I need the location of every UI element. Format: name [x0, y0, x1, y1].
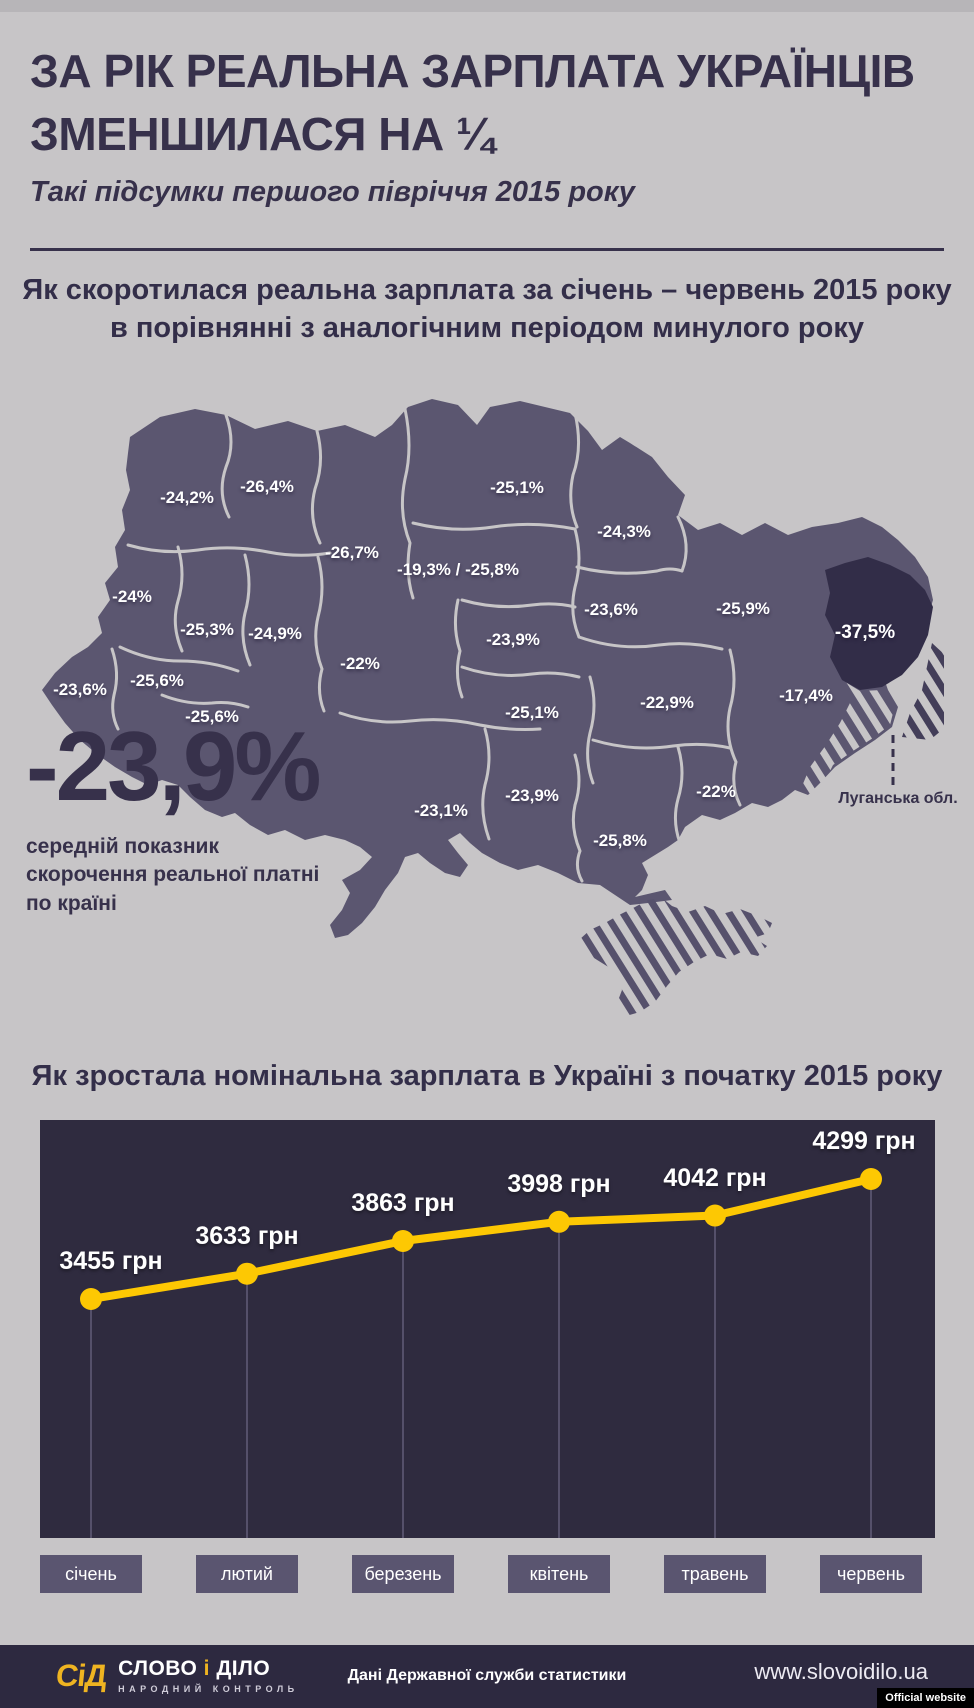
map-heading-line-2: в порівнянні з аналогічним періодом мину… — [110, 311, 864, 344]
region-label: -22% — [340, 654, 380, 673]
salary-line — [87, 1175, 875, 1303]
region-label: -26,4% — [240, 477, 294, 496]
region-label: -23,1% — [414, 801, 468, 820]
region-label: -25,6% — [130, 671, 184, 690]
logo-title: СЛОВО і ДІЛО — [118, 1657, 299, 1681]
region-label: -24,2% — [160, 488, 214, 507]
logo-word-1: СЛОВО — [118, 1657, 198, 1680]
point-value-label: 3633 грн — [195, 1221, 299, 1250]
data-point — [236, 1262, 258, 1285]
region-label: -25,8% — [593, 831, 647, 850]
region-label: -25,1% — [490, 478, 544, 497]
region-label: -25,3% — [180, 620, 234, 639]
data-point — [704, 1204, 726, 1227]
region-label: -23,9% — [486, 630, 540, 649]
region-label: -25,6% — [185, 707, 239, 726]
average-block: -23,9% середній показник скорочення реал… — [26, 710, 356, 918]
region-label: -37,5% — [834, 622, 896, 643]
occupied-area-hatch-inner — [800, 680, 895, 795]
data-point — [548, 1210, 570, 1233]
region-label: -24,3% — [597, 522, 651, 541]
month-axis: січень лютий березень квітень травень червень — [40, 1555, 935, 1595]
region-label: -23,6% — [53, 680, 107, 699]
point-value-label: 3998 грн — [507, 1169, 611, 1198]
data-point — [80, 1288, 102, 1310]
ukraine-map: -24,2% -26,4% -26,7% -19,3% / -25,8% -25,1% -… — [30, 395, 958, 1095]
region-label: -22,9% — [640, 693, 694, 712]
point-value-label: 3863 грн — [351, 1188, 455, 1217]
point-value-label: 3455 грн — [59, 1247, 163, 1275]
salary-line-chart-svg — [80, 1168, 882, 1538]
region-label: -22% — [696, 782, 736, 801]
logo-tagline: НАРОДНИЙ КОНТРОЛЬ — [118, 1684, 299, 1694]
region-label: -23,9% — [505, 786, 559, 805]
page-title-line-1: ЗА РІК РЕАЛЬНА ЗАРПЛАТА УКРАЇНЦІВ — [30, 45, 915, 97]
oblast-borders — [110, 407, 742, 883]
ukraine-outline — [42, 399, 933, 938]
luhansk-callout-label: Луганська обл. — [838, 790, 958, 807]
official-website-badge: Official website — [877, 1688, 974, 1708]
map-heading-line-1: Як скоротилася реальна зарплата за січен… — [22, 274, 952, 306]
website-link[interactable]: www.slovoidilo.ua — [754, 1659, 928, 1684]
point-value-label: 4299 грн — [812, 1127, 916, 1155]
month-label: лютий — [196, 1555, 298, 1593]
month-label: січень — [40, 1555, 142, 1593]
logo-word-3: ДІЛО — [216, 1657, 271, 1680]
region-label: -25,9% — [716, 599, 770, 618]
region-label: -17,4% — [779, 686, 833, 705]
map-section-heading: Як скоротилася реальна зарплата за січен… — [0, 272, 974, 347]
region-label: -23,6% — [584, 600, 638, 619]
region-label: -24,9% — [248, 624, 302, 643]
page-title-line-2: ЗМЕНШИЛАСЯ НА ¼ — [30, 108, 494, 161]
footer: СіД СЛОВО і ДІЛО НАРОДНИЙ КОНТРОЛЬ Дані … — [0, 1645, 974, 1708]
region-label: -25,1% — [505, 703, 559, 722]
month-label: квітень — [508, 1555, 610, 1593]
region-label: -24% — [112, 587, 152, 606]
point-value-label: 4042 грн — [663, 1163, 767, 1192]
region-label: -26,7% — [325, 543, 379, 562]
salary-line-chart: 3455 грн 3633 грн 3863 грн 3998 грн 4042 грн… — [40, 1120, 935, 1538]
page-subtitle: Такі підсумки першого півріччя 2015 року — [30, 176, 635, 208]
title-divider — [30, 248, 944, 251]
luhansk-region — [825, 557, 933, 690]
crimea-region-hatch — [579, 898, 772, 1016]
month-label: травень — [664, 1555, 766, 1593]
page-title: ЗА РІК РЕАЛЬНА ЗАРПЛАТА УКРАЇНЦІВ ЗМЕНШИ… — [30, 40, 946, 167]
occupied-area-hatch-outer — [902, 643, 944, 740]
month-label: червень — [820, 1555, 922, 1593]
data-point — [392, 1229, 414, 1252]
ukraine-map-svg — [42, 399, 944, 1016]
slovo-i-dilo-logo: СіД СЛОВО і ДІЛО НАРОДНИЙ КОНТРОЛЬ — [54, 1657, 299, 1694]
average-value: -23,9% — [26, 711, 322, 821]
month-label: березень — [352, 1555, 454, 1593]
data-point — [860, 1168, 882, 1190]
region-label: -19,3% / -25,8% — [397, 560, 519, 579]
average-caption: середній показник скорочення реальної пл… — [26, 835, 320, 915]
logo-text-block: СЛОВО і ДІЛО НАРОДНИЙ КОНТРОЛЬ — [118, 1657, 299, 1694]
top-strip — [0, 0, 974, 12]
data-source-note: Дані Державної служби статистики — [347, 1667, 627, 1684]
logo-word-2: і — [203, 1657, 210, 1680]
chart-section-heading: Як зростала номінальна зарплата в Україн… — [31, 1060, 943, 1092]
